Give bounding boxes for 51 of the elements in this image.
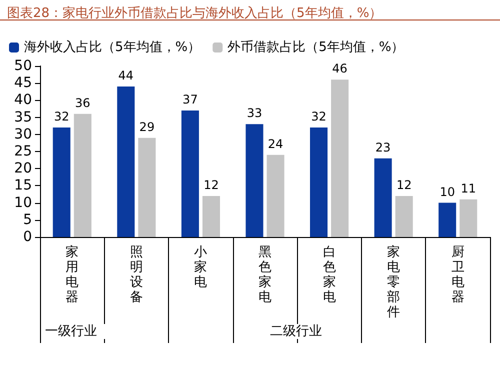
x-tick-label: 家电零部件 <box>387 244 400 320</box>
y-tick-label: 45 <box>14 75 32 92</box>
data-label: 12 <box>396 178 412 192</box>
bar <box>202 196 220 237</box>
y-tick-label: 25 <box>14 144 32 160</box>
bar <box>374 158 392 237</box>
data-label: 44 <box>118 68 134 83</box>
data-label: 32 <box>311 110 326 124</box>
x-tick-label: 白色家电 <box>322 245 336 305</box>
y-tick-label: 50 <box>14 58 32 74</box>
data-label: 12 <box>204 178 219 192</box>
bar <box>395 196 413 237</box>
y-tick-label: 0 <box>23 229 32 245</box>
y-tick-label: 35 <box>14 109 32 126</box>
bar <box>331 80 349 237</box>
bar <box>117 86 135 237</box>
x-tick-label: 厨卫电器 <box>451 245 464 305</box>
data-label: 36 <box>75 96 90 110</box>
bar <box>438 202 456 237</box>
y-tick-label: 15 <box>14 178 32 194</box>
bar <box>74 114 92 237</box>
y-tick-label: 10 <box>14 194 32 211</box>
x-tick-label: 小家电 <box>194 245 208 290</box>
y-tick-label: 30 <box>14 126 32 142</box>
data-label: 29 <box>139 120 155 134</box>
x-tick-label: 黑色家电 <box>258 245 272 305</box>
legend-label: 外币借款占比（5年均值，%） <box>228 40 404 55</box>
data-label: 32 <box>54 110 70 124</box>
data-label: 10 <box>440 184 455 199</box>
bar <box>138 138 156 237</box>
y-tick-label: 20 <box>14 160 32 177</box>
bar <box>181 110 199 237</box>
legend-label: 海外收入占比（5年均值，%） <box>24 40 201 55</box>
data-label: 23 <box>375 140 391 154</box>
bar <box>246 124 264 237</box>
bar <box>266 154 284 237</box>
text: 二级行业 <box>270 324 322 339</box>
bar <box>52 128 70 237</box>
data-label: 33 <box>246 106 262 120</box>
bar <box>460 199 478 237</box>
data-label: 46 <box>332 62 348 76</box>
data-label: 24 <box>268 136 284 151</box>
y-tick-label: 5 <box>23 212 32 228</box>
chart-title: 图表28：家电行业外币借款占比与海外收入占比（5年均值，%） <box>7 5 382 21</box>
x-tick-label: 家用电器 <box>66 244 79 305</box>
bar <box>310 128 328 237</box>
data-label: 37 <box>182 92 198 106</box>
data-label: 11 <box>460 181 476 196</box>
x-tick-label: 照明设备 <box>130 245 143 305</box>
y-tick-label: 40 <box>14 92 32 108</box>
text: 一级行业 <box>45 324 98 339</box>
